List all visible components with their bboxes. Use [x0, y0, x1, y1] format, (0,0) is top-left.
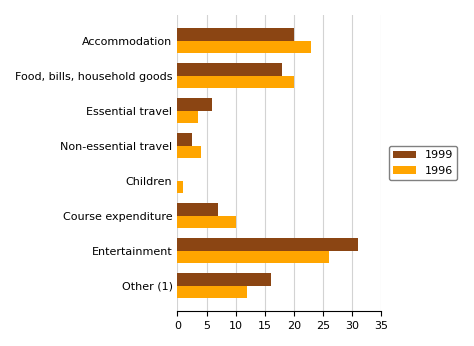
Bar [177, 285, 247, 298]
Bar [177, 28, 294, 41]
Bar [177, 134, 192, 146]
Bar [177, 41, 311, 53]
Bar [177, 111, 198, 123]
Legend: 1999, 1996: 1999, 1996 [389, 146, 457, 180]
Bar [177, 63, 283, 76]
Bar [177, 216, 236, 228]
Bar [177, 76, 294, 88]
Bar [177, 238, 358, 251]
Bar [177, 98, 212, 111]
Bar [177, 181, 183, 193]
Bar [177, 203, 218, 216]
Bar [177, 251, 329, 263]
Bar [177, 146, 201, 158]
Bar [177, 273, 271, 285]
